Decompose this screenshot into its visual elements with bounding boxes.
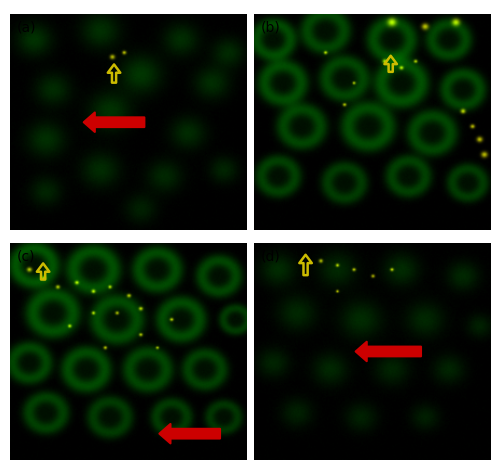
Text: (d): (d) (260, 250, 280, 264)
Text: (c): (c) (17, 250, 36, 264)
Text: (a): (a) (17, 21, 36, 35)
Text: (b): (b) (260, 21, 280, 35)
